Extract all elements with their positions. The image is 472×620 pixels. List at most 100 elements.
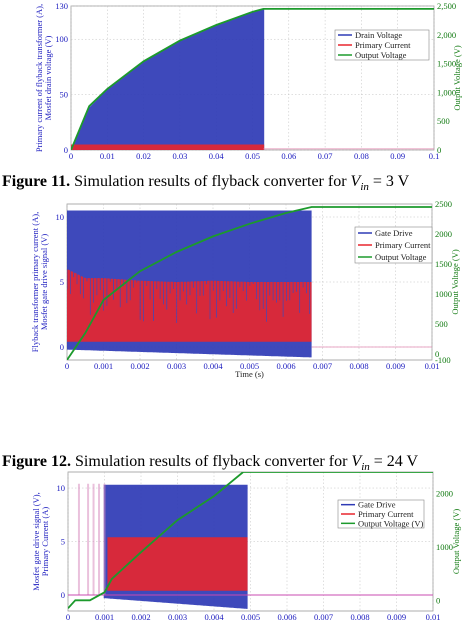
y-axis-label-line: Primary Current (A): [40, 507, 50, 577]
y-axis-label: Primary current of flyback transformer (…: [34, 4, 53, 152]
figure-12-var: V: [351, 453, 362, 470]
x-tick-label: 0.006: [277, 612, 296, 620]
chart-panel-fig12: 0 0.001 0.002 0.003 0.004 0.005 0.006 0.007 0.00…: [0, 197, 472, 449]
series-gate-drive: [71, 9, 265, 150]
x-tick-label: 0.001: [94, 361, 113, 371]
figure-12-sub: in: [361, 461, 370, 474]
x-tick-label: 0.1: [429, 151, 440, 160]
x-tick-label: 0.04: [209, 151, 225, 160]
x-tick-label: 0.002: [131, 612, 150, 620]
y-tick-label: 0: [61, 590, 65, 600]
chart-panel-fig13: 0 0.001 0.002 0.003 0.004 0.005 0.006 0.007 0.00…: [0, 468, 472, 620]
y-tick-label: 0: [60, 342, 64, 352]
x-tick-label: 0.002: [130, 361, 149, 371]
y-right-tick-label: 2,500: [437, 1, 456, 11]
series-primary-current: [67, 269, 312, 342]
figure-11-tail: = 3 V: [368, 173, 410, 190]
x-tick-label: 0.008: [350, 612, 369, 620]
legend-label: Output Voltage: [355, 50, 407, 60]
x-tick-label: 0: [66, 612, 70, 620]
y-axis-label-line: Primary current of flyback transformer (…: [34, 4, 44, 152]
y-axis-label-line: Mosfet drain voltage (V): [43, 35, 53, 120]
x-tick-label: 0.005: [240, 361, 259, 371]
y-axis-label: Mosfet gate drive signal (V),Primary Cur…: [31, 492, 50, 590]
y-right-tick-label: 500: [437, 116, 450, 126]
series-primary-current: [71, 144, 265, 150]
x-tick-label: 0.007: [313, 361, 332, 371]
x-tick-label: 0.005: [241, 612, 260, 620]
x-tick-label: 0.004: [203, 361, 223, 371]
y-right-tick-label: 1,500: [437, 59, 456, 69]
x-tick-label: 0.003: [168, 612, 187, 620]
figure-12-text: Simulation results of flyback converter …: [75, 453, 352, 470]
x-tick-label: 0.09: [390, 151, 405, 160]
plot-content: [71, 7, 434, 150]
y-right-axis-label: Output Voltage (V): [452, 45, 462, 110]
y-axis-label-line: Flyback transformer primary current (A),: [30, 212, 40, 352]
plot-content: [68, 472, 433, 609]
y-tick-label: 130: [55, 1, 68, 11]
plot-content: [67, 206, 432, 360]
y-tick-label: 10: [56, 212, 65, 222]
x-tick-label: 0.006: [276, 361, 295, 371]
y-axis-label: Flyback transformer primary current (A),…: [30, 212, 49, 352]
x-tick-label: 0.009: [386, 361, 405, 371]
chart-panel-fig11: 0 0.01 0.02 0.03 0.04 0.05 0.06 0.07 0.08 0.09 0.1…: [0, 0, 472, 160]
legend-label: Output Voltage (V): [358, 518, 423, 528]
x-tick-label: 0.01: [425, 361, 440, 371]
x-tick-label: 0.05: [245, 151, 260, 160]
x-tick-label: 0.03: [172, 151, 187, 160]
figure-12-label: Figure 12.: [2, 453, 72, 470]
figure-11-var: V: [350, 173, 361, 190]
chart-fig13: 0 0.001 0.002 0.003 0.004 0.005 0.006 0.007 0.00…: [31, 471, 461, 620]
y-right-tick-label: -100: [435, 355, 451, 365]
legend-label: Output Voltage: [375, 252, 427, 262]
y-right-tick-label: 1,000: [437, 87, 456, 97]
x-tick-label: 0.07: [318, 151, 333, 160]
figure-11-label: Figure 11.: [2, 173, 71, 190]
y-tick-label: 5: [60, 277, 64, 287]
y-tick-label: 100: [55, 34, 68, 44]
x-tick-label: 0.01: [426, 612, 441, 620]
y-tick-label: 0: [64, 145, 68, 155]
legend-label: Primary Current: [355, 40, 411, 50]
series-output-voltage: [67, 206, 432, 360]
figure-12-tail: = 24 V: [369, 453, 419, 470]
y-right-tick-label: 500: [435, 319, 448, 329]
y-right-tick-label: 0: [435, 349, 439, 359]
y-right-tick-label: 1000: [435, 289, 452, 299]
y-right-tick-label: 0: [436, 595, 440, 605]
legend-label: Drain Voltage: [355, 30, 402, 40]
legend-label: Gate Drive: [358, 500, 396, 510]
x-tick-label: 0: [69, 151, 73, 160]
x-tick-label: 0.004: [204, 612, 224, 620]
chart-fig11: 0 0.01 0.02 0.03 0.04 0.05 0.06 0.07 0.08 0.09 0.1…: [34, 1, 462, 160]
x-tick-label: 0.08: [354, 151, 369, 160]
y-tick-label: 10: [57, 483, 66, 493]
y-right-axis-label: Output Voltage (V): [450, 249, 460, 314]
x-tick-label: 0.009: [387, 612, 406, 620]
x-tick-label: 0.008: [349, 361, 368, 371]
y-right-tick-label: 2000: [436, 488, 453, 498]
y-right-tick-label: 2500: [435, 199, 452, 209]
x-tick-label: 0.01: [100, 151, 115, 160]
y-right-tick-label: 1000: [436, 542, 453, 552]
x-axis-label: Time (s): [235, 369, 264, 379]
y-right-tick-label: 1500: [435, 259, 452, 269]
y-axis-label-line: Mosfet gate drive signal (V): [39, 234, 49, 330]
x-tick-label: 0.06: [281, 151, 296, 160]
series-output-voltage: [68, 472, 433, 609]
figure-11-sub: in: [360, 181, 369, 194]
y-right-axis-label: Output Voltage (V): [451, 509, 461, 574]
x-tick-label: 0.02: [136, 151, 151, 160]
y-right-tick-label: 2000: [435, 229, 452, 239]
x-tick-label: 0.001: [95, 612, 114, 620]
y-right-tick-label: 2,000: [437, 30, 456, 40]
legend-label: Primary Current: [358, 509, 414, 519]
y-tick-label: 5: [61, 537, 65, 547]
y-tick-label: 50: [60, 90, 69, 100]
y-axis-label-line: Mosfet gate drive signal (V),: [31, 492, 41, 590]
x-tick-label: 0.003: [167, 361, 186, 371]
x-tick-label: 0: [65, 361, 69, 371]
series-output-voltage: [71, 7, 434, 150]
